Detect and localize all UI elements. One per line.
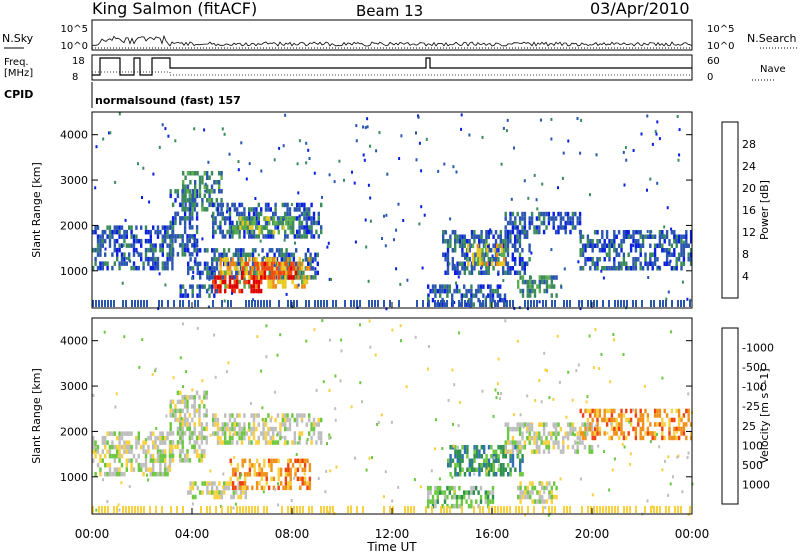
nave-line: [92, 71, 692, 76]
time-tick-4: 16:00: [475, 527, 510, 541]
power-colorbar-tick-5: 8: [742, 248, 749, 261]
cpid-text: normalsound (fast) 157: [95, 94, 241, 107]
power-colorbar-tick-2: 20: [742, 182, 756, 195]
velocity-ytick-label-0: 1000: [60, 471, 88, 484]
nave-label: Nave: [760, 64, 786, 75]
time-tick-6: 00:00: [675, 527, 710, 541]
freq-panel: Freq. [MHz] 18 8 60 0 Nave CPID normalso…: [4, 54, 786, 108]
nave-tick-top: 60: [707, 56, 720, 67]
time-tick-labels: 00:00 04:00 08:00 12:00 16:00 20:00 00:00: [75, 527, 710, 541]
freq-label-1: Freq.: [4, 57, 29, 68]
power-region-0: [92, 225, 174, 271]
freq-trace: [92, 57, 692, 76]
power-region-12: [467, 243, 506, 267]
velocity-region-2: [212, 413, 323, 445]
power-ytick-label-2: 3000: [60, 174, 88, 187]
velocity-speckle: [92, 319, 694, 517]
power-colorbar-frame: [721, 121, 739, 299]
noise-panel: N.Sky 10^5 10^0 10^5 10^0 N.Search: [2, 19, 798, 52]
power-colorbar-tick-0: 28: [742, 138, 756, 151]
power-colorbar-label: Power [dB]: [758, 180, 771, 240]
power-colorbar-tick-6: 4: [742, 270, 749, 283]
power-region-13: [504, 211, 582, 235]
power-region-9: [179, 284, 218, 298]
power-colorbar-tick-1: 24: [742, 160, 756, 173]
velocity-region-9: [517, 481, 558, 504]
date-title: 03/Apr/2010: [590, 0, 690, 18]
power-ylabel: Slant Range [km]: [30, 162, 43, 258]
noise-tick-right-bottom: 10^0: [707, 41, 734, 52]
velocity-colorbar-tick-2: -100: [742, 381, 767, 394]
velocity-region-8: [579, 408, 693, 441]
velocity-colorbar-tick-7: 1000: [742, 478, 770, 491]
power-colorbar-tick-4: 12: [742, 226, 756, 239]
power-colorbar: 28 24 20 16 12 8 4: [721, 121, 756, 299]
noise-trace: [91, 34, 693, 49]
noise-sky-line: [91, 34, 693, 47]
velocity-region-0: [92, 431, 174, 477]
time-tick-2: 08:00: [275, 527, 310, 541]
power-region-14: [517, 275, 558, 298]
power-bottom-strip: [92, 300, 691, 307]
noise-tick-right-top: 10^5: [707, 24, 734, 35]
power-heatmap: [92, 112, 693, 311]
power-region-2: [182, 171, 223, 212]
noise-tick-left-top: 10^5: [61, 24, 88, 35]
power-ytick-label-3: 4000: [60, 129, 88, 142]
freq-tick-top: 18: [72, 56, 85, 67]
velocity-region-6: [447, 445, 524, 477]
velocity-colorbar-tick-5: 100: [742, 439, 763, 452]
time-axis-label: Time UT: [366, 540, 417, 554]
power-region-4: [232, 216, 295, 235]
velocity-colorbar: -1000 -500 -100 -25 25 100 500 1000: [721, 327, 774, 505]
power-region-8: [212, 275, 263, 294]
freq-tick-bottom: 8: [72, 72, 78, 83]
velocity-colorbar-label: Velocity [m s^-1]: [758, 368, 771, 463]
velocity-region-3: [187, 481, 247, 500]
velocity-colorbar-tick-6: 500: [742, 459, 763, 472]
nsearch-label: N.Search: [747, 32, 797, 45]
velocity-ytick-label-3: 4000: [60, 335, 88, 348]
power-axes: 1000 2000 3000 4000: [60, 129, 693, 308]
velocity-ylabel: Slant Range [km]: [30, 368, 43, 464]
freq-line: [92, 57, 692, 76]
beam-title: Beam 13: [356, 2, 423, 20]
velocity-colorbar-tick-4: 25: [742, 420, 756, 433]
velocity-region-1: [169, 390, 208, 463]
velocity-ytick-label-2: 3000: [60, 380, 88, 393]
power-panel: 1000 2000 3000 4000 Slant Range [km] 28 24 20…: [30, 111, 771, 311]
time-tick-1: 04:00: [175, 527, 210, 541]
velocity-ytick-label-1: 2000: [60, 425, 88, 438]
power-ytick-label-1: 2000: [60, 219, 88, 232]
velocity-region-7: [504, 422, 594, 454]
velocity-region-5: [427, 485, 495, 509]
noise-tick-left-bottom: 10^0: [61, 41, 88, 52]
time-tick-3: 12:00: [375, 527, 410, 541]
cpid-label: CPID: [4, 88, 33, 101]
nsky-label: N.Sky: [2, 32, 34, 45]
velocity-heatmap: [92, 319, 694, 517]
power-ytick-label-0: 1000: [60, 265, 88, 278]
freq-label-2: [MHz]: [4, 68, 33, 79]
time-tick-0: 00:00: [75, 527, 110, 541]
velocity-colorbar-frame: [721, 327, 739, 505]
power-region-15: [579, 230, 693, 271]
power-colorbar-tick-3: 16: [742, 204, 756, 217]
velocity-colorbar-tick-0: -1000: [742, 342, 774, 355]
velocity-region-4: [229, 458, 312, 491]
velocity-colorbar-tick-3: -25: [742, 400, 760, 413]
station-title: King Salmon (fitACF): [92, 0, 257, 18]
nave-tick-bottom: 0: [707, 72, 713, 83]
velocity-axes: 1000 2000 3000 4000: [60, 335, 693, 514]
velocity-colorbar-tick-1: -500: [742, 361, 767, 374]
time-tick-5: 20:00: [575, 527, 610, 541]
